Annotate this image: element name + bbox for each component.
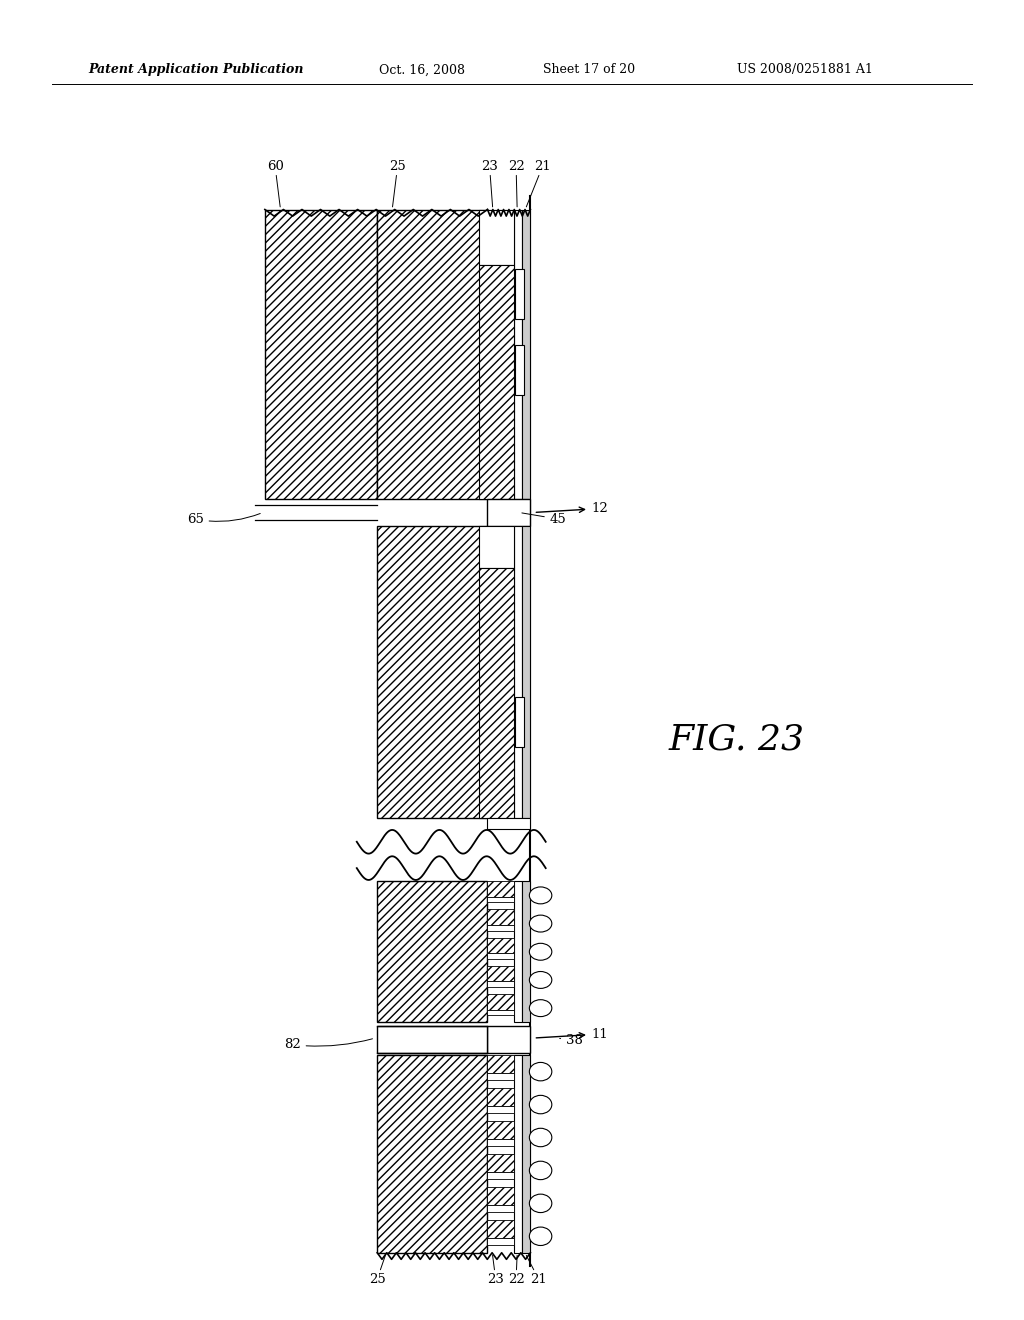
Text: 45: 45 [522,512,566,525]
Bar [487,1106,514,1113]
Bar [487,1154,514,1172]
Bar [377,1055,487,1253]
Text: 38: 38 [560,1034,583,1047]
Bar [487,981,514,987]
Bar [515,269,524,319]
Bar [487,925,514,931]
Ellipse shape [529,944,552,960]
Ellipse shape [529,1162,552,1180]
Bar [487,210,514,499]
Text: US 2008/0251881 A1: US 2008/0251881 A1 [736,63,872,77]
Text: 22: 22 [508,160,524,207]
Text: 82: 82 [284,1038,373,1051]
Bar [487,1205,514,1212]
Text: 12: 12 [537,502,608,515]
Ellipse shape [529,887,552,904]
Bar [514,525,522,818]
Bar [487,1139,514,1146]
Text: 23: 23 [487,1255,504,1286]
Ellipse shape [529,1096,552,1114]
Ellipse shape [529,1063,552,1081]
Bar [522,882,530,1022]
Bar [514,1055,522,1253]
Bar [487,1088,514,1106]
Text: Oct. 16, 2008: Oct. 16, 2008 [379,63,465,77]
Bar [487,1238,514,1245]
Bar [377,882,487,1022]
Text: 11: 11 [537,1027,608,1040]
Ellipse shape [529,999,552,1016]
Bar [479,210,514,265]
Bar [487,1121,514,1139]
Bar [377,210,487,499]
Bar [487,499,530,525]
Bar [377,525,487,818]
Text: 23: 23 [481,160,498,207]
Ellipse shape [529,1129,552,1147]
Text: Sheet 17 of 20: Sheet 17 of 20 [543,63,635,77]
Text: 60: 60 [266,160,284,207]
Bar [487,1172,514,1179]
Bar [522,1055,530,1253]
Bar [487,1010,514,1015]
Bar [487,1026,530,1052]
Text: FIG. 23: FIG. 23 [669,722,805,756]
Bar [265,210,377,499]
Bar [487,525,514,818]
Text: Patent Application Publication: Patent Application Publication [88,63,304,77]
Bar [487,1055,514,1073]
Text: 21: 21 [526,1255,547,1286]
Text: 21: 21 [526,160,551,207]
Bar [479,568,514,818]
Ellipse shape [529,915,552,932]
Bar [377,1026,487,1052]
Bar [487,966,514,981]
Bar [522,210,530,499]
Text: 25: 25 [389,160,406,207]
Text: 22: 22 [508,1255,524,1286]
Bar [487,1187,514,1205]
Bar [522,525,530,818]
Bar [479,525,514,568]
Bar [487,994,514,1010]
Bar [487,937,514,953]
Bar [514,210,522,499]
Ellipse shape [529,1195,552,1213]
Bar [515,697,524,747]
Bar [487,818,530,829]
Bar [487,909,514,925]
Bar [515,346,524,395]
Bar [514,882,522,1022]
Text: 25: 25 [369,1255,386,1286]
Ellipse shape [529,1228,552,1246]
Bar [487,1220,514,1238]
Text: 65: 65 [186,512,260,525]
Bar [487,953,514,958]
Bar [479,265,514,499]
Bar [487,1073,514,1080]
Ellipse shape [529,972,552,989]
Bar [487,896,514,903]
Bar [487,882,514,896]
